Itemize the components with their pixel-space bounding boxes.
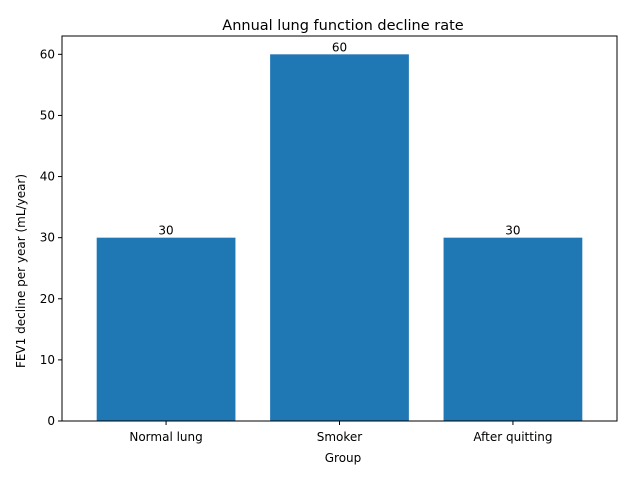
y-tick-label: 60 — [40, 47, 55, 61]
chart-title: Annual lung function decline rate — [222, 18, 463, 34]
x-tick-label: Smoker — [317, 430, 363, 444]
bar — [443, 237, 583, 421]
bar-value-label: 30 — [158, 224, 173, 238]
y-tick-label: 20 — [40, 292, 55, 306]
y-tick-label: 40 — [40, 170, 55, 184]
y-tick-label: 50 — [40, 108, 55, 122]
bar-value-label: 60 — [332, 40, 347, 54]
x-axis: Normal lung Smoker After quitting — [129, 421, 553, 444]
y-axis-label: FEV1 decline per year (mL/year) — [14, 174, 28, 368]
bar-value-label: 30 — [505, 224, 520, 238]
y-tick-label: 30 — [40, 231, 55, 245]
bar — [96, 237, 236, 421]
y-tick-label: 0 — [47, 414, 55, 428]
x-tick-label: After quitting — [473, 430, 552, 444]
y-tick-label: 10 — [40, 353, 55, 367]
bar — [270, 54, 409, 421]
x-axis-label: Group — [325, 451, 362, 465]
plot-area: 30 60 30 — [96, 40, 583, 421]
y-axis: 0 10 20 30 40 50 60 — [40, 47, 62, 428]
x-tick-label: Normal lung — [129, 430, 202, 444]
